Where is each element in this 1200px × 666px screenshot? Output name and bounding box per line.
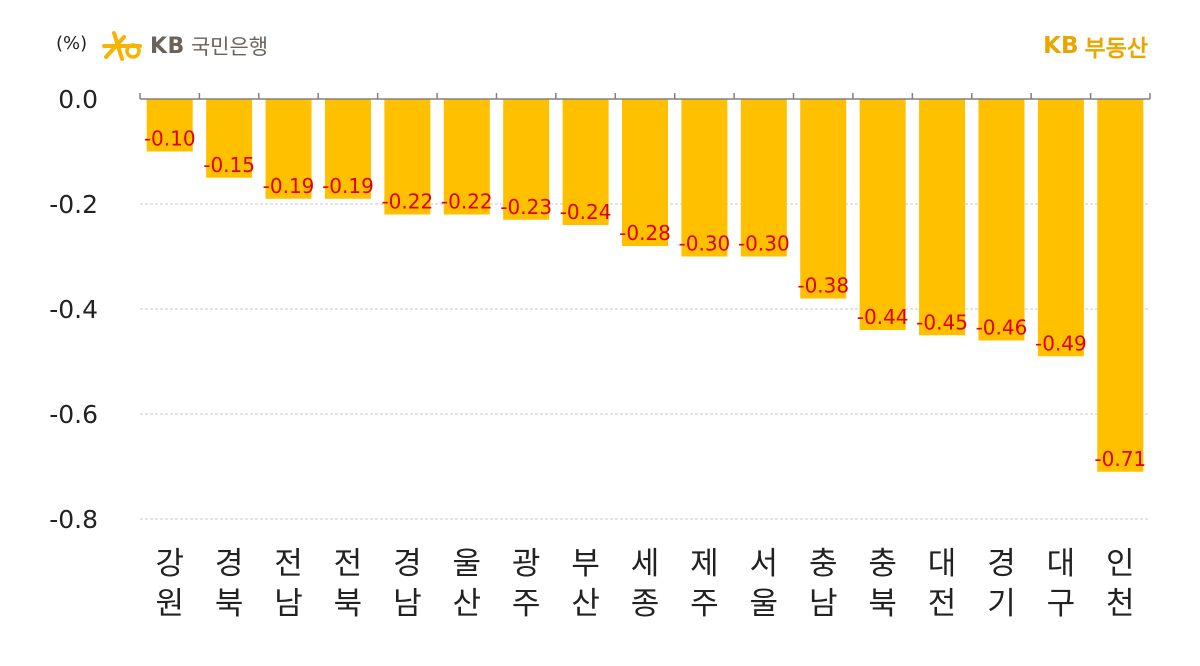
x-tick-label: 광 xyxy=(512,546,541,582)
data-label: -0.44 xyxy=(857,305,909,329)
y-unit-label: (%) xyxy=(56,33,88,54)
right-brand-kb: KB xyxy=(1043,33,1079,59)
x-tick-label: 전 xyxy=(274,546,303,582)
bar xyxy=(919,99,966,336)
x-tick-label: 산 xyxy=(452,586,481,622)
x-tick-label: 남 xyxy=(809,586,838,622)
bar xyxy=(622,99,668,246)
data-label: -0.71 xyxy=(1094,447,1146,471)
bar xyxy=(503,99,550,220)
x-tick-label: 주 xyxy=(690,586,719,622)
x-tick-label: 북 xyxy=(334,586,363,622)
bar xyxy=(443,99,490,215)
bar xyxy=(740,99,787,257)
x-tick-label: 원 xyxy=(155,586,184,622)
x-tick-label: 충 xyxy=(868,546,897,582)
x-tick-label: 울 xyxy=(750,586,779,622)
x-tick-label: 서 xyxy=(750,546,779,582)
x-tick-label: 구 xyxy=(1047,586,1076,622)
data-label: -0.38 xyxy=(797,274,849,298)
data-label: -0.30 xyxy=(738,232,790,256)
bar xyxy=(681,99,728,257)
data-label: -0.23 xyxy=(500,195,552,219)
x-tick-label: 세 xyxy=(631,546,660,582)
bar xyxy=(1097,99,1144,472)
data-label: -0.19 xyxy=(322,174,374,198)
x-tick-label: 충 xyxy=(809,546,838,582)
x-tick-label: 울 xyxy=(452,546,481,582)
data-label: -0.46 xyxy=(976,316,1028,340)
y-tick-label: 0.0 xyxy=(58,85,98,114)
y-tick-label: -0.2 xyxy=(49,190,98,219)
bar xyxy=(1037,99,1084,357)
x-tick-label: 주 xyxy=(512,586,541,622)
x-tick-label: 천 xyxy=(1106,586,1135,622)
x-tick-label: 북 xyxy=(868,586,897,622)
bar xyxy=(206,99,253,178)
data-label: -0.28 xyxy=(619,221,671,245)
y-tick-label: -0.6 xyxy=(49,400,98,429)
x-tick-label: 경 xyxy=(393,546,422,582)
x-tick-label: 전 xyxy=(928,586,957,622)
data-label: -0.30 xyxy=(679,232,731,256)
x-tick-label: 산 xyxy=(571,586,600,622)
data-label: -0.15 xyxy=(203,153,255,177)
x-tick-label: 종 xyxy=(631,586,660,622)
x-tick-label: 남 xyxy=(393,586,422,622)
bar xyxy=(562,99,609,225)
bar xyxy=(324,99,371,199)
x-tick-label: 인 xyxy=(1106,546,1135,582)
bar xyxy=(265,99,312,199)
x-tick-label: 경 xyxy=(215,546,244,582)
x-tick-label: 경 xyxy=(987,546,1016,582)
right-brand-name: 부동산 xyxy=(1084,36,1148,62)
x-tick-label: 기 xyxy=(987,586,1016,622)
data-label: -0.49 xyxy=(1035,331,1087,355)
kb-star-icon xyxy=(102,31,142,61)
data-label: -0.24 xyxy=(560,200,612,224)
kb-bank-logo: KB 국민은행 xyxy=(100,28,268,64)
x-tick-label: 전 xyxy=(334,546,363,582)
left-brand-bank: 국민은행 xyxy=(190,35,269,59)
x-tick-label: 북 xyxy=(215,586,244,622)
y-tick-label: -0.8 xyxy=(49,505,98,534)
bar xyxy=(859,99,906,330)
x-tick-label: 대 xyxy=(1047,546,1076,582)
bar xyxy=(384,99,431,215)
y-tick-label: -0.4 xyxy=(49,295,98,324)
x-tick-label: 남 xyxy=(274,586,303,622)
bar xyxy=(800,99,847,299)
data-label: -0.22 xyxy=(381,190,433,214)
data-label: -0.45 xyxy=(916,310,968,334)
data-label: -0.10 xyxy=(144,127,196,151)
left-brand-kb: KB xyxy=(150,33,185,59)
x-tick-label: 강 xyxy=(155,546,184,582)
x-tick-label: 부 xyxy=(571,546,600,582)
kb-realestate-logo: KB 부동산 xyxy=(1043,28,1148,64)
x-tick-label: 대 xyxy=(928,546,957,582)
bar xyxy=(978,99,1025,341)
x-tick-label: 제 xyxy=(690,546,719,582)
bar xyxy=(146,99,193,152)
data-label: -0.22 xyxy=(441,190,493,214)
data-label: -0.19 xyxy=(263,174,315,198)
